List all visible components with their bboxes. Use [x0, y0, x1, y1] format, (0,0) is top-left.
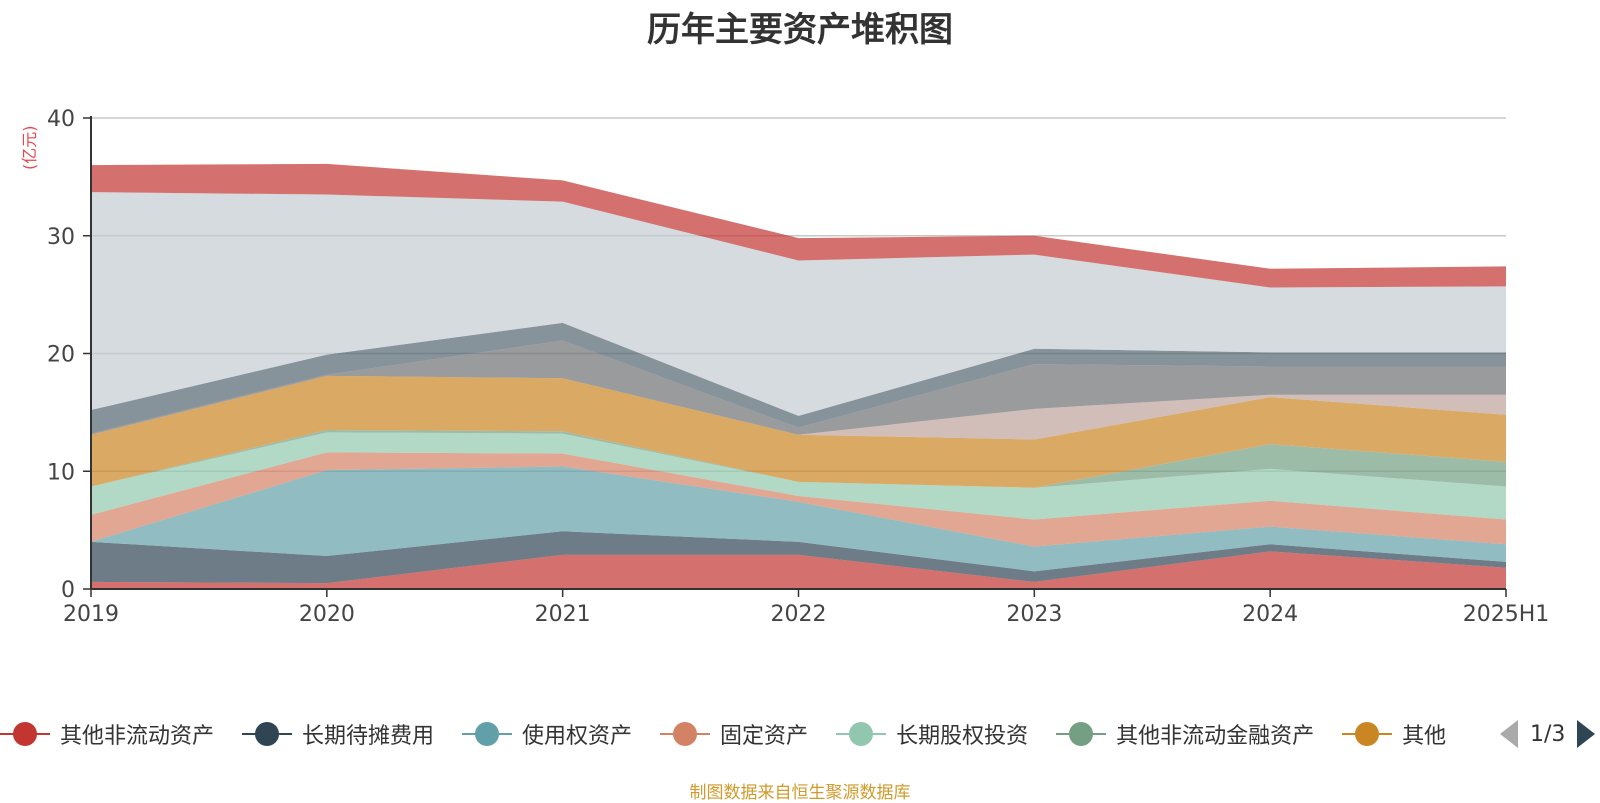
legend-pager: 1/3 — [1500, 712, 1596, 756]
legend-item[interactable]: 固定资产 — [660, 718, 808, 750]
y-tick-label: 0 — [61, 578, 75, 603]
stacked-areas — [91, 163, 1506, 589]
y-tick-label: 10 — [47, 460, 75, 485]
area-series-4 — [91, 432, 1506, 520]
area-series-1 — [91, 531, 1506, 584]
legend-marker-icon — [660, 721, 711, 747]
area-series-10 — [91, 192, 1506, 416]
legend-item[interactable]: 其他非流动金融资产 — [1056, 718, 1314, 750]
axes: 0 10 20 30 40 2019 2020 2021 2022 2023 2024 2025H1 — [47, 107, 1549, 627]
legend-marker-icon — [462, 721, 513, 747]
area-series-5 — [91, 430, 1506, 488]
x-tick-label: 2019 — [63, 602, 119, 627]
area-series-3 — [91, 452, 1506, 547]
x-tick-label: 2024 — [1242, 602, 1298, 627]
legend-label: 使用权资产 — [522, 724, 633, 749]
x-tick-label: 2022 — [771, 602, 827, 627]
legend-item[interactable]: 长期股权投资 — [836, 718, 1028, 750]
area-series-2 — [91, 466, 1506, 572]
legend-marker-icon — [1056, 721, 1107, 747]
legend: 其他非流动资产 长期待摊费用 使用权资产 固定资产 长期股权投资 其他非流动金融资产 其他 — [0, 712, 1600, 756]
legend-item[interactable]: 长期待摊费用 — [242, 718, 434, 750]
legend-label: 固定资产 — [720, 724, 809, 749]
area-series-8 — [91, 340, 1506, 435]
area-series-0 — [91, 551, 1506, 589]
x-tick-label: 2020 — [299, 602, 355, 627]
legend-next-page-icon[interactable] — [1577, 720, 1596, 748]
legend-label: 长期股权投资 — [896, 724, 1029, 749]
source-note: 制图数据来自恒生聚源数据库 — [689, 783, 911, 803]
area-series-6 — [91, 375, 1506, 488]
y-tick-label: 20 — [47, 343, 75, 368]
y-tick-label: 40 — [47, 107, 75, 132]
chart-title: 历年主要资产堆积图 — [647, 10, 953, 50]
legend-item[interactable]: 使用权资产 — [462, 718, 632, 750]
x-tick-label: 2021 — [535, 602, 591, 627]
legend-label: 长期待摊费用 — [302, 724, 435, 749]
legend-item[interactable]: 其他非流动资产 — [0, 718, 214, 750]
x-tick-label: 2023 — [1006, 602, 1062, 627]
legend-label: 其他 — [1402, 724, 1447, 749]
legend-label: 其他非流动金融资产 — [1116, 724, 1315, 749]
legend-label: 其他非流动资产 — [60, 724, 215, 749]
x-tick-label: 2025H1 — [1463, 602, 1550, 627]
y-tick-label: 30 — [47, 225, 75, 250]
legend-marker-icon — [0, 721, 50, 747]
legend-item[interactable]: 其他 — [1342, 718, 1446, 750]
legend-marker-icon — [1342, 721, 1393, 747]
y-axis-unit-label: (亿元) — [20, 125, 39, 171]
legend-page-indicator: 1/3 — [1530, 721, 1566, 747]
area-series-11 — [91, 163, 1506, 288]
legend-prev-page-icon[interactable] — [1500, 720, 1518, 748]
area-series-9 — [91, 322, 1506, 434]
legend-marker-icon — [836, 721, 887, 747]
legend-marker-icon — [242, 721, 293, 747]
